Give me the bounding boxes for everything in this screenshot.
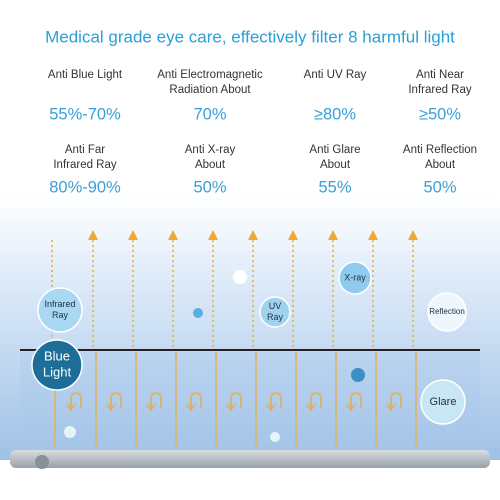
stat-label: Infrared Ray	[408, 84, 472, 96]
stat-value: 80%-90%	[49, 178, 121, 196]
u-turn-head	[106, 403, 116, 412]
stat-value: ≥50%	[419, 105, 461, 123]
dot	[270, 432, 280, 442]
bubble	[427, 292, 467, 332]
rays	[51, 230, 418, 448]
arrow	[328, 230, 338, 240]
stat-label: About	[195, 159, 226, 171]
bubble	[31, 339, 83, 391]
stat-value: ≥80%	[314, 105, 356, 123]
stat-label: Anti Blue Light	[48, 69, 123, 81]
u-turn-head	[346, 403, 356, 412]
stat-label: Anti Glare	[309, 144, 360, 156]
u-turn	[270, 392, 282, 408]
u-turn	[190, 392, 202, 408]
arrow	[88, 230, 98, 240]
title: Medical grade eye care, effectively filt…	[45, 27, 455, 46]
u-turn	[230, 392, 242, 408]
dot	[351, 368, 365, 382]
stat-label: Anti Reflection	[403, 144, 477, 156]
dot	[64, 426, 76, 438]
arrow	[288, 230, 298, 240]
bubble	[420, 379, 466, 425]
u-turn-head	[386, 403, 396, 412]
u-turn	[390, 392, 402, 408]
u-turn-head	[66, 403, 76, 412]
stat-label: Radiation About	[169, 84, 251, 96]
arrow	[408, 230, 418, 240]
bubble-label: X-ray	[344, 272, 366, 282]
bubble-label: UV	[269, 301, 282, 311]
stat-value: 55%	[318, 178, 351, 196]
u-turn-head	[186, 403, 196, 412]
bubble	[37, 287, 83, 333]
bubble-label: Ray	[52, 310, 69, 320]
arrow	[368, 230, 378, 240]
u-turn-head	[226, 403, 236, 412]
arrow	[248, 230, 258, 240]
bubble-label: Blue	[44, 348, 70, 363]
arrow	[128, 230, 138, 240]
bubble-label: Infrared	[44, 299, 75, 309]
bubble-label: Glare	[430, 396, 457, 408]
stat-label: Anti Electromagnetic	[157, 69, 263, 81]
stat-label: About	[320, 159, 351, 171]
camera	[35, 455, 49, 469]
stat-value: 50%	[423, 178, 456, 196]
bubble-label: Reflection	[429, 307, 465, 316]
bubble-label: Light	[43, 365, 72, 380]
bubble	[259, 296, 291, 328]
stat-label: Anti UV Ray	[304, 69, 367, 81]
dot	[193, 308, 203, 318]
u-turn	[350, 392, 362, 408]
stat-value: 55%-70%	[49, 105, 121, 123]
stat-value: 70%	[193, 105, 226, 123]
bubble	[338, 261, 372, 295]
u-turn	[110, 392, 122, 408]
stat-label: Anti Near	[416, 69, 464, 81]
stat-label: About	[425, 159, 456, 171]
stat-label: Infrared Ray	[53, 159, 117, 171]
stat-label: Anti X-ray	[185, 144, 236, 156]
arrow	[168, 230, 178, 240]
u-turn	[150, 392, 162, 408]
u-turn	[310, 392, 322, 408]
stat-value: 50%	[193, 178, 226, 196]
u-turn-head	[266, 403, 276, 412]
u-turn-head	[306, 403, 316, 412]
bubble-label: Ray	[267, 312, 284, 322]
dot	[233, 270, 247, 284]
u-turn	[70, 392, 82, 408]
protector-layer	[20, 352, 480, 448]
arrow	[208, 230, 218, 240]
u-turn-head	[146, 403, 156, 412]
device	[10, 450, 490, 468]
stat-label: Anti Far	[65, 144, 105, 156]
